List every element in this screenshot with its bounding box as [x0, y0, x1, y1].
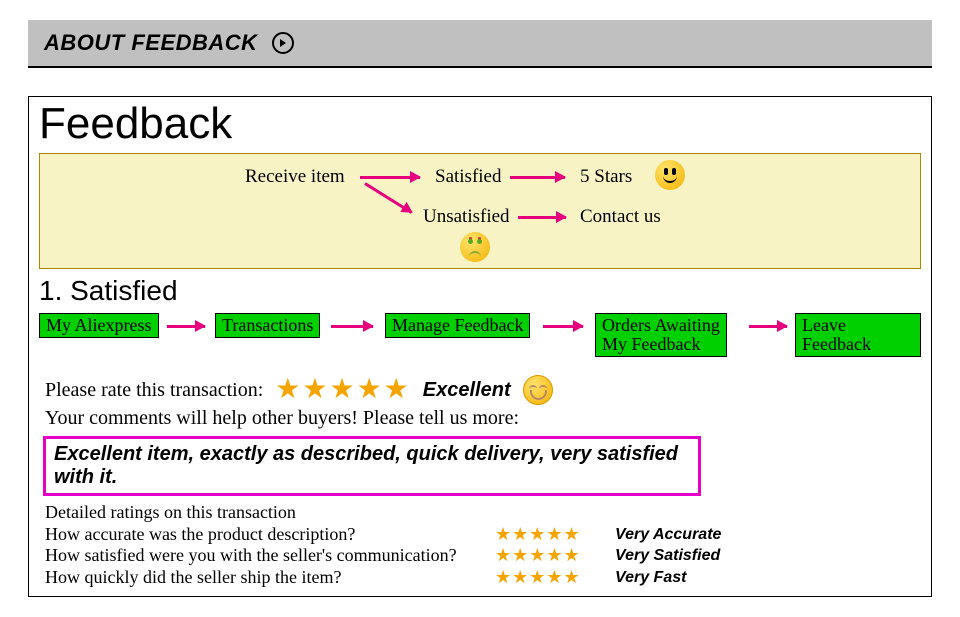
arrow-icon — [518, 216, 566, 219]
step-transactions[interactable]: Transactions — [215, 313, 320, 338]
detail-label: Very Fast — [615, 568, 686, 587]
arrow-icon — [331, 325, 373, 328]
grin-icon — [523, 375, 553, 405]
section-1-heading: 1. Satisfied — [39, 275, 921, 307]
detail-stars[interactable]: ★★★★★ — [495, 567, 615, 589]
header-title: ABOUT FEEDBACK — [44, 30, 258, 56]
detail-row: How quickly did the seller ship the item… — [45, 567, 921, 589]
flow-unsatisfied: Unsatisfied — [423, 206, 510, 228]
arrow-icon — [510, 176, 565, 179]
step-my-aliexpress[interactable]: My Aliexpress — [39, 313, 159, 338]
arrow-icon — [167, 325, 205, 328]
detail-q: How accurate was the product description… — [45, 524, 495, 546]
flow-receive: Receive item — [245, 166, 345, 188]
detail-label: Very Accurate — [615, 525, 721, 544]
flow-contact: Contact us — [580, 206, 661, 228]
detail-stars[interactable]: ★★★★★ — [495, 545, 615, 567]
detail-label: Very Satisfied — [615, 546, 720, 565]
detail-q: How quickly did the seller ship the item… — [45, 567, 495, 589]
detail-q: How satisfied were you with the seller's… — [45, 545, 495, 567]
happy-icon — [655, 160, 685, 190]
flow-5stars: 5 Stars — [580, 166, 632, 188]
comments-prompt: Your comments will help other buyers! Pl… — [45, 407, 921, 430]
flow-box: Receive item Satisfied 5 Stars Unsatisfi… — [39, 153, 921, 269]
panel-title: Feedback — [39, 99, 921, 149]
steps-row: My Aliexpress Transactions Manage Feedba… — [39, 313, 921, 369]
arrow-icon — [364, 182, 412, 214]
detail-stars[interactable]: ★★★★★ — [495, 524, 615, 546]
sad-icon — [460, 232, 490, 262]
next-icon — [272, 32, 294, 54]
step-leave-feedback[interactable]: Leave Feedback — [795, 313, 921, 357]
flow-satisfied: Satisfied — [435, 166, 502, 188]
detail-row: How satisfied were you with the seller's… — [45, 545, 921, 567]
feedback-panel: Feedback Receive item Satisfied 5 Stars … — [28, 96, 932, 597]
details-heading: Detailed ratings on this transaction — [45, 502, 495, 524]
arrow-icon — [543, 325, 583, 328]
rate-label: Please rate this transaction: — [45, 379, 263, 402]
rate-stars[interactable]: ★★★★★ — [275, 376, 411, 404]
header-bar: ABOUT FEEDBACK — [28, 20, 932, 68]
detail-row: How accurate was the product description… — [45, 524, 921, 546]
step-orders-awaiting[interactable]: Orders Awaiting My Feedback — [595, 313, 727, 357]
arrow-icon — [360, 176, 420, 179]
review-text[interactable]: Excellent item, exactly as described, qu… — [43, 436, 701, 496]
arrow-icon — [749, 325, 787, 328]
rate-excellent: Excellent — [423, 379, 511, 402]
detailed-ratings: Detailed ratings on this transaction How… — [45, 502, 921, 588]
step-manage-feedback[interactable]: Manage Feedback — [385, 313, 530, 338]
rate-line: Please rate this transaction: ★★★★★ Exce… — [45, 375, 921, 405]
